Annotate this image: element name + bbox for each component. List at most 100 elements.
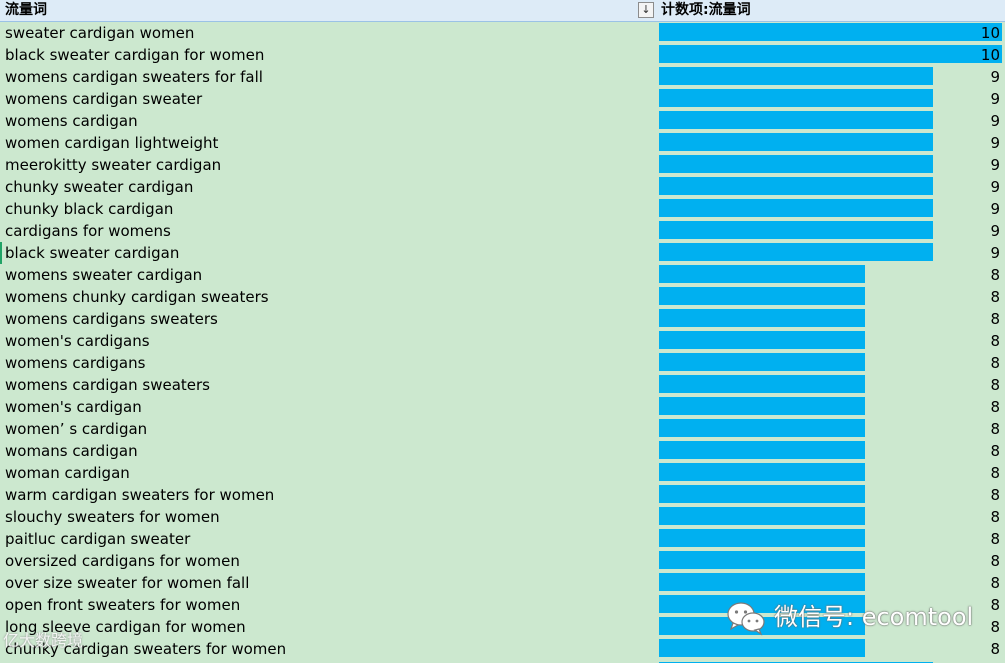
data-bar <box>659 353 865 371</box>
keyword-cell[interactable]: black sweater cardigan <box>0 242 658 264</box>
count-cell[interactable]: 8 <box>658 440 1005 462</box>
keyword-cell[interactable]: chunky black cardigan <box>0 198 658 220</box>
count-value: 8 <box>990 486 1000 504</box>
count-cell[interactable]: 8 <box>658 462 1005 484</box>
count-cell[interactable]: 8 <box>658 330 1005 352</box>
table-row: womens cardigan sweater 9 <box>0 88 1005 110</box>
count-value: 8 <box>990 420 1000 438</box>
count-cell[interactable]: 8 <box>658 528 1005 550</box>
keyword-column-header[interactable]: 流量词 <box>5 2 47 18</box>
keyword-cell[interactable]: sweater cardigan women <box>0 22 658 44</box>
count-value: 8 <box>990 442 1000 460</box>
count-cell[interactable]: 9 <box>658 176 1005 198</box>
keyword-cell[interactable]: chunky sweater cardigan <box>0 176 658 198</box>
keyword-text: chunky cardigan sweaters for women <box>5 640 287 658</box>
data-bar <box>659 287 865 305</box>
keyword-text: warm cardigan sweaters for women <box>5 486 275 504</box>
table-row: women’ s cardigan 8 <box>0 418 1005 440</box>
count-cell[interactable]: 8 <box>658 286 1005 308</box>
count-cell[interactable]: 8 <box>658 572 1005 594</box>
keyword-text: cardigans for womens <box>5 222 171 240</box>
keyword-text: womens cardigan <box>5 112 138 130</box>
keyword-cell[interactable]: womens cardigan <box>0 110 658 132</box>
data-bar <box>659 507 865 525</box>
keyword-cell[interactable]: womens cardigans sweaters <box>0 308 658 330</box>
keyword-text: meerokitty sweater cardigan <box>5 156 222 174</box>
keyword-cell[interactable]: womens cardigan sweaters <box>0 374 658 396</box>
keyword-cell[interactable]: chunky cardigan sweaters for women <box>0 638 658 660</box>
count-cell[interactable]: 9 <box>658 198 1005 220</box>
count-cell[interactable]: 8 <box>658 418 1005 440</box>
data-bar <box>659 573 865 591</box>
keyword-cell[interactable]: women’ s cardigan <box>0 418 658 440</box>
sort-descending-icon[interactable]: ↓ <box>638 2 654 18</box>
count-cell[interactable]: 8 <box>658 550 1005 572</box>
count-cell[interactable]: 10 <box>658 44 1005 66</box>
keyword-cell[interactable]: womens chunky cardigan sweaters <box>0 286 658 308</box>
keyword-cell[interactable]: woman cardigan <box>0 462 658 484</box>
keyword-text: slouchy sweaters for women <box>5 508 220 526</box>
keyword-text: women's cardigan <box>5 398 142 416</box>
count-cell[interactable]: 9 <box>658 110 1005 132</box>
count-cell[interactable]: 8 <box>658 352 1005 374</box>
keyword-cell[interactable]: cardigans for womens <box>0 220 658 242</box>
table-row: women cardigan lightweight 9 <box>0 132 1005 154</box>
data-bar <box>659 67 933 85</box>
keyword-cell[interactable]: womans cardigan <box>0 440 658 462</box>
count-cell[interactable]: 8 <box>658 308 1005 330</box>
count-column-header[interactable]: 计数项:流量词 <box>661 2 751 18</box>
count-cell[interactable]: 9 <box>658 242 1005 264</box>
keyword-cell[interactable]: slouchy sweaters for women <box>0 506 658 528</box>
table-row: womens cardigan 9 <box>0 110 1005 132</box>
count-cell[interactable]: 8 <box>658 638 1005 660</box>
count-cell[interactable]: 9 <box>658 220 1005 242</box>
count-cell[interactable]: 10 <box>658 22 1005 44</box>
count-value: 8 <box>990 508 1000 526</box>
count-cell[interactable]: 8 <box>658 264 1005 286</box>
count-cell[interactable]: 8 <box>658 506 1005 528</box>
table-row: women's cardigan 8 <box>0 396 1005 418</box>
keyword-text: woman cardigan <box>5 464 130 482</box>
keyword-cell[interactable]: womens cardigans <box>0 352 658 374</box>
data-bar <box>659 331 865 349</box>
count-value: 9 <box>990 90 1000 108</box>
count-cell[interactable]: 9 <box>658 132 1005 154</box>
keyword-text: womens sweater cardigan <box>5 266 203 284</box>
keyword-cell[interactable]: long sleeve cardigan for women <box>0 616 658 638</box>
keyword-cell[interactable]: women's cardigan <box>0 396 658 418</box>
keyword-cell[interactable]: open front sweaters for women <box>0 594 658 616</box>
keyword-cell[interactable]: oversized cardigans for women <box>0 550 658 572</box>
count-value: 8 <box>990 464 1000 482</box>
count-cell[interactable]: 9 <box>658 154 1005 176</box>
keyword-cell[interactable]: womens sweater cardigan <box>0 264 658 286</box>
data-bar <box>659 309 865 327</box>
keyword-cell[interactable]: meerokitty sweater cardigan <box>0 154 658 176</box>
keyword-cell[interactable]: women cardigan lightweight <box>0 132 658 154</box>
keyword-cell[interactable]: paitluc cardigan sweater <box>0 528 658 550</box>
keyword-cell[interactable]: womens cardigan sweaters for fall <box>0 66 658 88</box>
data-bar <box>659 177 933 195</box>
keyword-text: womens cardigans sweaters <box>5 310 218 328</box>
count-value: 8 <box>990 398 1000 416</box>
count-value: 8 <box>990 530 1000 548</box>
keyword-cell[interactable]: over size sweater for women fall <box>0 572 658 594</box>
count-value: 8 <box>990 596 1000 614</box>
data-bar <box>659 485 865 503</box>
keyword-cell[interactable]: warm cardigan sweaters for women <box>0 484 658 506</box>
count-cell[interactable]: 9 <box>658 66 1005 88</box>
keyword-cell[interactable]: womens cardigan sweater <box>0 88 658 110</box>
keyword-cell[interactable]: women's cardigans <box>0 330 658 352</box>
count-cell[interactable]: 8 <box>658 484 1005 506</box>
count-cell[interactable]: 9 <box>658 88 1005 110</box>
count-cell[interactable]: 8 <box>658 374 1005 396</box>
data-bar <box>659 397 865 415</box>
count-cell[interactable]: 8 <box>658 396 1005 418</box>
table-row: womens sweater cardigan 8 <box>0 264 1005 286</box>
data-bar <box>659 23 1002 41</box>
keyword-text: open front sweaters for women <box>5 596 241 614</box>
keyword-text: paitluc cardigan sweater <box>5 530 191 548</box>
keyword-cell[interactable]: black sweater cardigan for women <box>0 44 658 66</box>
keyword-cell[interactable] <box>0 660 658 663</box>
data-bar <box>659 199 933 217</box>
keyword-text: long sleeve cardigan for women <box>5 618 246 636</box>
